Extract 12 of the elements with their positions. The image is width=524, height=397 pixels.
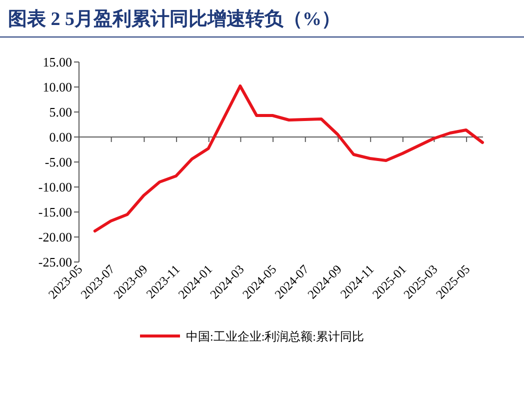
y-tick-label: 0.00 bbox=[49, 130, 72, 144]
y-tick-label: -20.00 bbox=[38, 230, 72, 244]
y-tick-label: -25.00 bbox=[38, 254, 72, 270]
y-tick-label: 5.00 bbox=[49, 104, 72, 120]
y-tick-label: -5.00 bbox=[44, 154, 72, 170]
line-series bbox=[93, 84, 484, 232]
y-tick-label: 15.00 bbox=[42, 54, 72, 70]
y-tick-label: 10.00 bbox=[42, 80, 72, 94]
legend-label: 中国:工业企业:利润总额:累计同比 bbox=[186, 330, 364, 344]
y-tick-label: -15.00 bbox=[38, 204, 72, 220]
chart-title: 图表 2 5月盈利累计同比增速转负（%） bbox=[8, 8, 340, 30]
y-tick-label: -10.00 bbox=[38, 180, 72, 194]
